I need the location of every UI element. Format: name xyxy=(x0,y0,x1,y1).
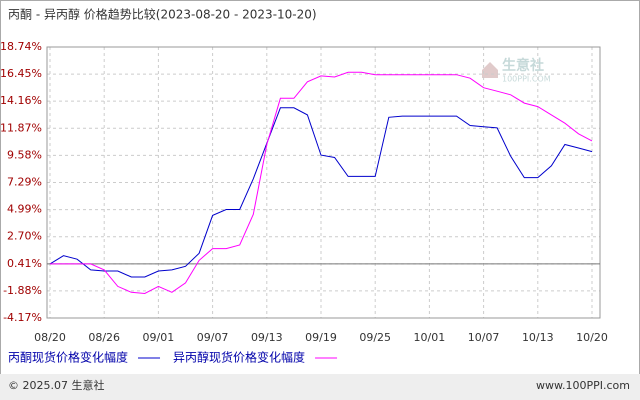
series-line xyxy=(50,71,593,295)
watermark-name: 生意社 xyxy=(502,57,544,74)
chart-title: 丙酮 - 异丙醇 价格趋势比较(2023-08-20 - 2023-10-20) xyxy=(8,7,317,22)
x-tick-label: 09/13 xyxy=(251,331,283,344)
x-tick-label: 10/20 xyxy=(576,331,608,344)
x-tick-label: 09/25 xyxy=(359,331,391,344)
y-tick-label: 9.58% xyxy=(7,148,42,161)
x-tick-label: 08/20 xyxy=(34,331,66,344)
y-tick-label: 11.87% xyxy=(0,121,42,134)
y-tick-label: 18.74% xyxy=(0,40,42,53)
x-tick-label: 10/07 xyxy=(468,331,500,344)
x-tick-label: 10/01 xyxy=(414,331,446,344)
y-tick-label: 7.29% xyxy=(7,175,42,188)
legend-label: 异丙醇现货价格变化幅度 xyxy=(173,350,305,365)
y-tick-label: 0.41% xyxy=(7,257,42,270)
y-tick-label: 16.45% xyxy=(0,67,42,80)
series-line xyxy=(49,107,593,278)
plot-frame xyxy=(46,46,601,319)
x-tick-label: 09/07 xyxy=(197,331,229,344)
footer-bar xyxy=(0,374,640,400)
x-tick-label: 09/19 xyxy=(305,331,337,344)
y-tick-label: -4.17% xyxy=(3,311,42,324)
watermark-site: 100PPI.COM xyxy=(502,75,551,84)
y-tick-label: -1.88% xyxy=(3,284,42,297)
y-tick-label: 2.70% xyxy=(7,230,42,243)
footer-copyright: © 2025.07 生意社 xyxy=(8,378,104,392)
x-tick-label: 08/26 xyxy=(88,331,120,344)
y-tick-label: 4.99% xyxy=(7,203,42,216)
x-tick-label: 09/01 xyxy=(143,331,175,344)
legend-label: 丙酮现货价格变化幅度 xyxy=(8,350,128,365)
footer-site: www.100PPI.com xyxy=(536,379,630,392)
x-tick-label: 10/13 xyxy=(522,331,554,344)
y-tick-label: 14.16% xyxy=(0,94,42,107)
